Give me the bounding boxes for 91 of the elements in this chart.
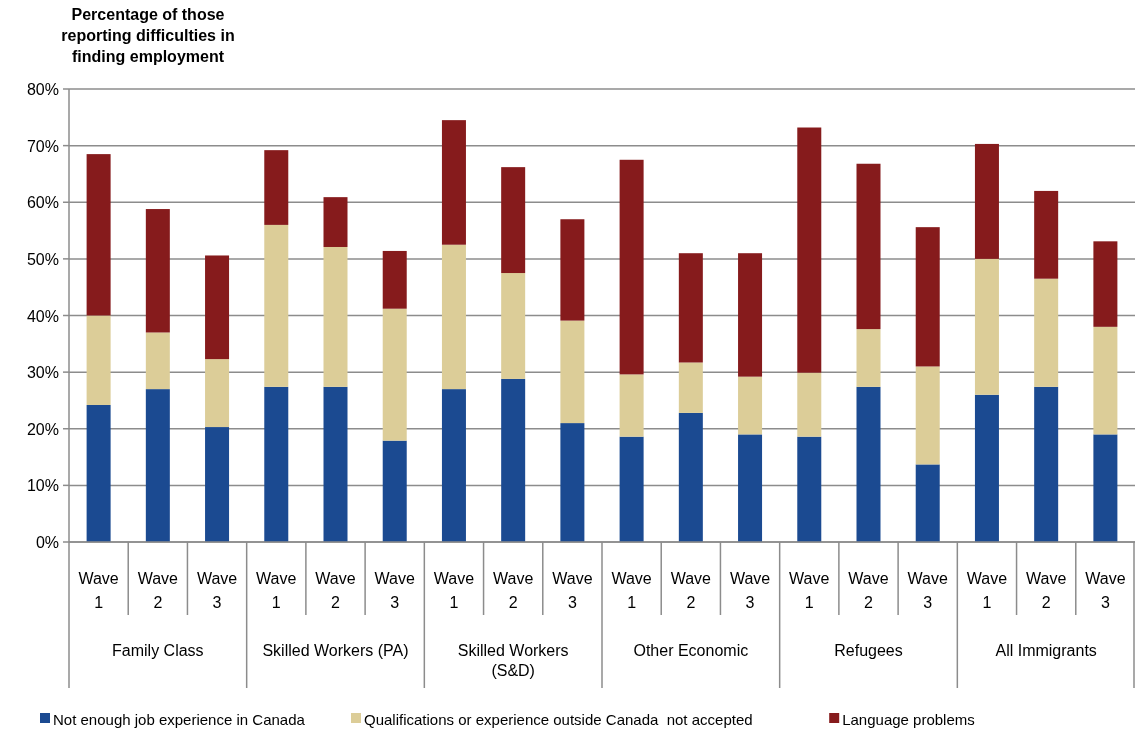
y-tick-label: 80%	[26, 81, 59, 98]
x-tick-label: Wave 2	[670, 570, 712, 611]
bar	[619, 436, 644, 542]
bar	[797, 372, 822, 437]
bar	[264, 150, 289, 225]
bar	[915, 464, 940, 542]
y-axis-title: Percentage of those reporting difficulties in finding employment	[61, 6, 235, 65]
bar	[86, 404, 111, 542]
bar	[738, 253, 763, 377]
bar	[619, 159, 644, 375]
legend-label: Language problems	[842, 711, 975, 728]
bar	[856, 329, 881, 387]
bar	[145, 389, 170, 542]
y-tick-label: 40%	[26, 307, 59, 325]
bar	[86, 315, 111, 405]
bar	[205, 427, 230, 542]
bar	[441, 389, 466, 542]
bar	[974, 143, 999, 259]
legend-label: Not enough job experience in Canada	[53, 711, 306, 728]
bar	[1093, 326, 1118, 435]
y-tick-label: 20%	[26, 420, 59, 438]
bar	[974, 258, 999, 395]
bar	[382, 440, 407, 542]
bar	[619, 374, 644, 437]
x-tick-label: Wave 1	[789, 570, 830, 611]
bar	[560, 320, 585, 424]
bar	[738, 434, 763, 542]
bar	[856, 386, 881, 542]
x-tick-label: Wave 2	[315, 570, 356, 611]
x-tick-label: Wave 2	[137, 570, 179, 611]
bar	[974, 394, 999, 542]
x-tick-label: Wave 1	[966, 570, 1008, 611]
x-tick-label: Wave 1	[611, 570, 652, 611]
bar	[1034, 386, 1059, 542]
x-tick-label: Wave 1	[256, 570, 297, 611]
y-tick-label: 0%	[35, 534, 59, 551]
bar	[323, 246, 348, 387]
bar	[264, 386, 289, 542]
bar	[1034, 190, 1059, 279]
text: All Immigrants	[995, 642, 1097, 659]
x-tick-label: Wave 2	[493, 570, 534, 611]
bar	[915, 227, 940, 367]
bar	[441, 244, 466, 390]
bar	[382, 250, 407, 309]
bar	[441, 120, 466, 245]
bar	[205, 359, 230, 428]
bar	[678, 412, 703, 542]
y-tick-label: 50%	[26, 250, 59, 268]
bar	[145, 209, 170, 333]
x-tick-label: Wave 3	[907, 570, 948, 611]
bar	[1034, 278, 1059, 387]
text: Family Class	[112, 642, 204, 659]
bar	[915, 366, 940, 465]
bar	[323, 197, 348, 247]
x-tick-label: Wave 1	[78, 570, 119, 611]
bar	[501, 167, 526, 274]
bar	[1093, 241, 1118, 327]
y-tick-label: 30%	[26, 364, 59, 382]
bar	[678, 362, 703, 413]
x-tick-label: Wave 3	[1085, 570, 1126, 611]
x-tick-label: Wave 3	[196, 570, 238, 611]
y-tick-label: 70%	[26, 137, 59, 155]
x-tick-label: Wave 3	[374, 570, 415, 611]
legend-label: Qualifications or experience outside Canada not accepted	[364, 711, 753, 728]
bar	[1093, 434, 1118, 542]
bar	[797, 436, 822, 542]
bar	[738, 376, 763, 435]
x-tick-label: Wave 3	[729, 570, 771, 611]
y-tick-label: 10%	[26, 477, 59, 495]
bar	[86, 154, 111, 316]
bar	[560, 423, 585, 542]
y-tick-label: 60%	[26, 194, 59, 212]
text: Skilled Workers (S&D)	[457, 642, 569, 679]
bar	[382, 308, 407, 441]
bar	[856, 163, 881, 330]
x-tick-label: Wave 1	[433, 570, 475, 611]
x-tick-label: Wave 2	[1026, 570, 1067, 611]
bar	[323, 386, 348, 542]
bar	[560, 219, 585, 321]
x-tick-label: Wave 3	[552, 570, 593, 611]
text: Skilled Workers (PA)	[262, 642, 409, 659]
bar	[501, 378, 526, 542]
bar	[797, 127, 822, 373]
x-tick-label: Wave 2	[848, 570, 889, 611]
text: Refugees	[834, 642, 903, 659]
bar	[205, 255, 230, 360]
bar	[145, 332, 170, 390]
bar	[501, 273, 526, 379]
bar	[678, 253, 703, 363]
bar	[264, 224, 289, 387]
text: Other Economic	[633, 642, 749, 659]
